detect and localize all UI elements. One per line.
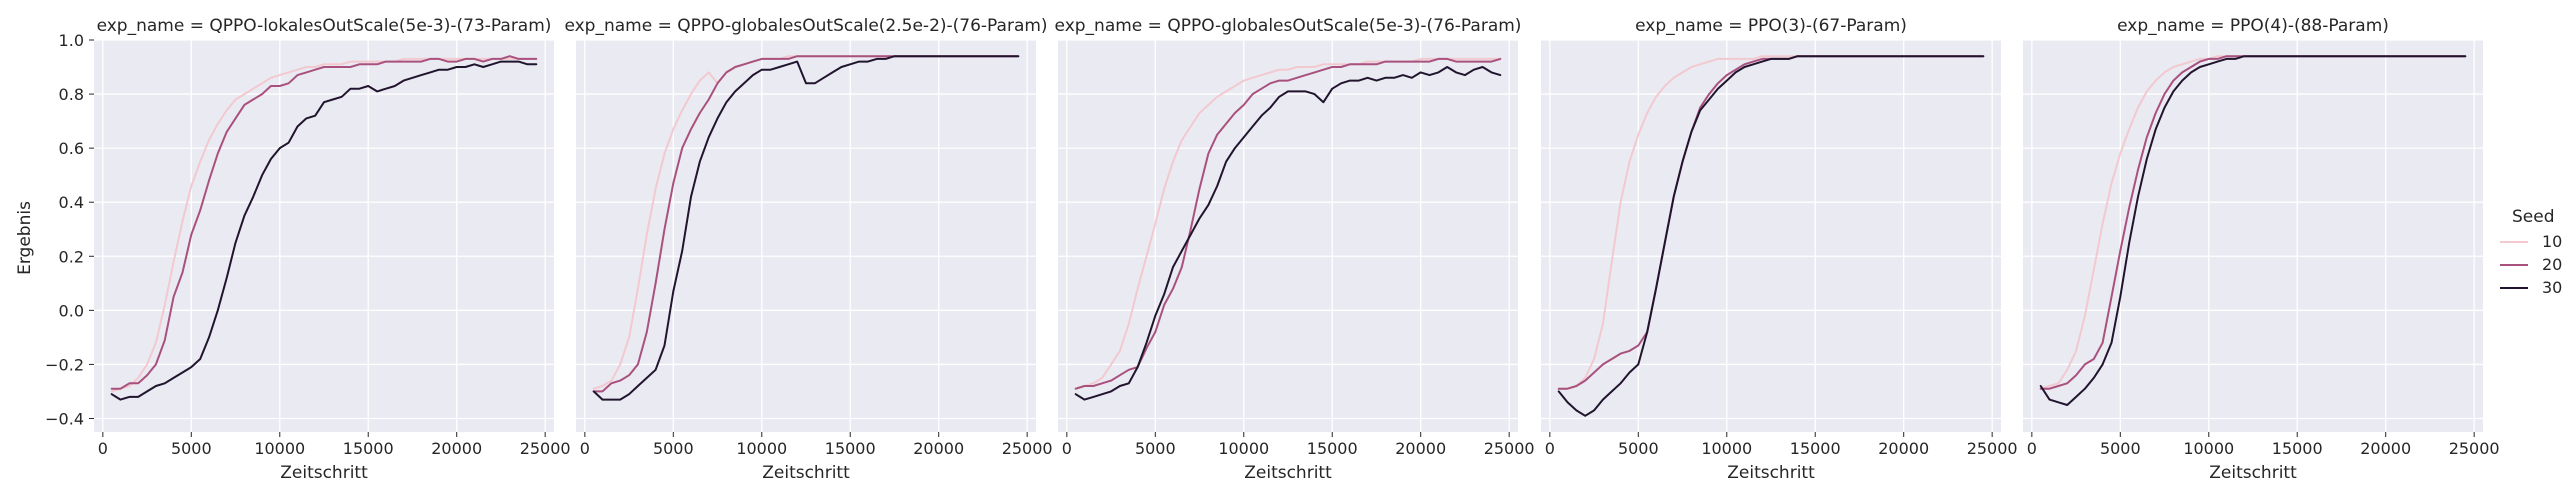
series-line-10 (1074, 57, 1502, 390)
facet-title: exp_name = QPPO-globalesOutScale(2.5e-2)… (564, 16, 1047, 36)
y-tick-label: −0.4 (45, 409, 84, 428)
series-line-30 (110, 60, 538, 401)
y-tick-label: 0.6 (59, 139, 84, 158)
x-tick-label: 25000 (1002, 439, 1053, 458)
x-tick-label: 25000 (2449, 439, 2500, 458)
facet-title: exp_name = PPO(3)-(67-Param) (1635, 16, 1907, 36)
y-tick-label: 0.8 (59, 85, 84, 104)
facet-panel-2: 0 5000 10000 15000 20000 25000 exp_name = QPPO… (564, 16, 1052, 483)
x-tick-label: 20000 (1878, 439, 1929, 458)
facet-panel-3: 0 5000 10000 15000 20000 25000 exp_name = QPPO… (1055, 16, 1535, 483)
legend-entry-10: 10 (2500, 232, 2562, 251)
x-tick-label: 20000 (2360, 439, 2411, 458)
x-tick-label: 10000 (736, 439, 787, 458)
x-axis-label: Zeitschritt (1727, 463, 1815, 483)
facet-panel-5: 0 5000 10000 15000 20000 25000 exp_name = PPO(… (2023, 16, 2500, 483)
x-tick-label: 10000 (1218, 439, 1269, 458)
y-tick-label: 0.4 (59, 193, 84, 212)
x-tick-label: 25000 (1967, 439, 2018, 458)
x-tick-label: 25000 (1484, 439, 1535, 458)
x-axis-label: Zeitschritt (280, 463, 368, 483)
x-tick-label: 0 (1062, 439, 1072, 458)
legend-label-20: 20 (2542, 255, 2562, 274)
x-tick-label: 5000 (1618, 439, 1659, 458)
x-tick-label: 25000 (520, 439, 571, 458)
plot-background (576, 40, 1036, 432)
x-tick-label: 5000 (171, 439, 212, 458)
x-tick-label: 5000 (653, 439, 694, 458)
x-tick-label: 15000 (1307, 439, 1358, 458)
legend-entry-30: 30 (2500, 278, 2562, 297)
x-tick-label: 0 (1545, 439, 1555, 458)
y-axis-label: Ergebnis (15, 201, 35, 275)
x-tick-label: 15000 (2272, 439, 2323, 458)
legend-label-10: 10 (2542, 232, 2562, 251)
facet-title: exp_name = PPO(4)-(88-Param) (2117, 16, 2389, 36)
x-tick-label: 5000 (2100, 439, 2141, 458)
facet-panel-4: 0 5000 10000 15000 20000 25000 exp_name = PPO(… (1541, 16, 2018, 483)
x-axis-label: Zeitschritt (762, 463, 850, 483)
y-tick-label: 1.0 (59, 31, 84, 50)
x-tick-label: 0 (98, 439, 108, 458)
facet-title: exp_name = QPPO-globalesOutScale(5e-3)-(… (1055, 16, 1522, 36)
x-tick-label: 20000 (1395, 439, 1446, 458)
series-line-20 (110, 55, 538, 390)
series-line-30 (2039, 55, 2467, 406)
legend-label-30: 30 (2542, 278, 2562, 297)
y-tick-label: 0.2 (59, 247, 84, 266)
plot-background (2023, 40, 2483, 432)
plot-background (1058, 40, 1518, 432)
x-tick-label: 10000 (254, 439, 305, 458)
x-tick-label: 15000 (343, 439, 394, 458)
series-line-30 (592, 55, 1020, 401)
plot-background (94, 40, 554, 432)
x-tick-label: 20000 (913, 439, 964, 458)
x-tick-label: 10000 (1701, 439, 1752, 458)
series-line-30 (1074, 66, 1502, 401)
series-line-20 (1074, 57, 1502, 390)
legend-title: Seed (2512, 207, 2555, 227)
series-line-30 (1557, 55, 1985, 417)
plot-background (1541, 40, 2001, 432)
y-tick-label: 0.0 (59, 301, 84, 320)
x-tick-label: 15000 (1790, 439, 1841, 458)
x-axis-label: Zeitschritt (2209, 463, 2297, 483)
x-tick-label: 0 (580, 439, 590, 458)
facet-panel-1: 0 5000 10000 15000 20000 25000 −0.4 −0.2 0.0 0.2 0… (45, 16, 570, 483)
x-tick-label: 20000 (431, 439, 482, 458)
facet-title: exp_name = QPPO-lokalesOutScale(5e-3)-(7… (97, 16, 552, 36)
legend: Seed 10 20 30 (2500, 207, 2562, 297)
y-tick-label: −0.2 (45, 355, 84, 374)
x-axis-label: Zeitschritt (1244, 463, 1332, 483)
x-tick-label: 0 (2027, 439, 2037, 458)
x-tick-label: 15000 (825, 439, 876, 458)
x-tick-label: 5000 (1135, 439, 1176, 458)
x-tick-label: 10000 (2183, 439, 2234, 458)
legend-entry-20: 20 (2500, 255, 2562, 274)
